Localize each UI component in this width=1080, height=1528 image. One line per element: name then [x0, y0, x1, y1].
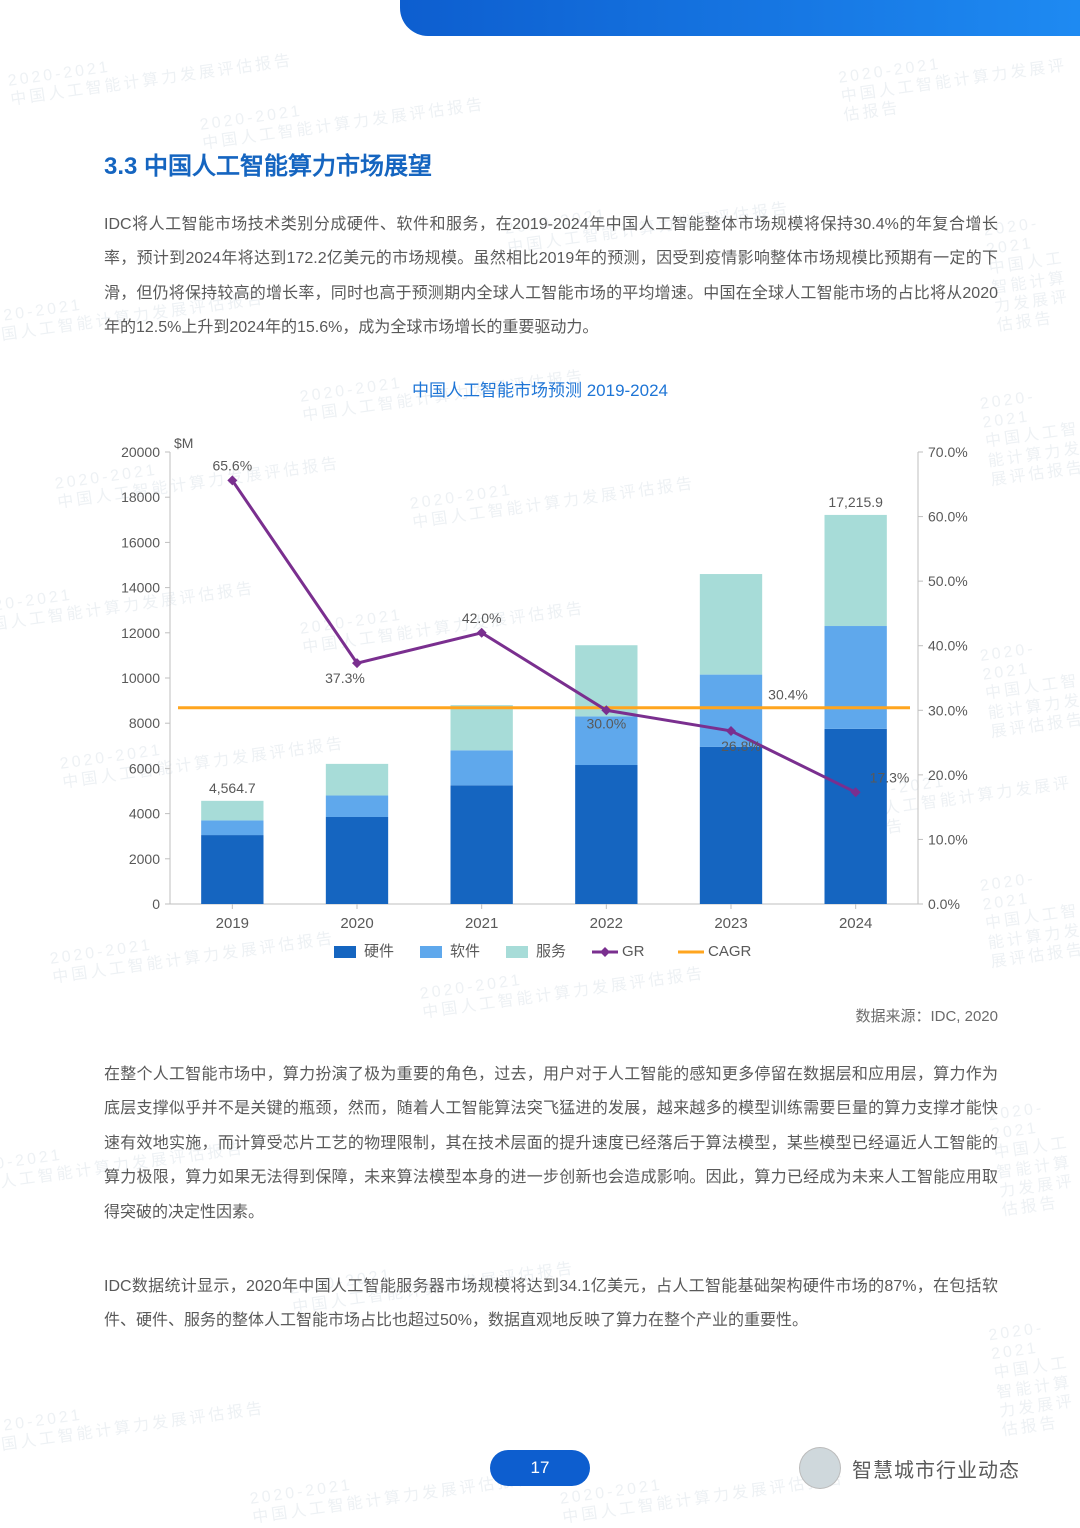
svg-text:2022: 2022	[590, 915, 623, 932]
svg-text:17.3%: 17.3%	[870, 769, 910, 785]
svg-text:26.8%: 26.8%	[721, 738, 761, 754]
svg-text:18000: 18000	[121, 489, 160, 505]
svg-text:30.4%: 30.4%	[768, 687, 808, 703]
svg-text:服务: 服务	[536, 943, 566, 960]
svg-text:70.0%: 70.0%	[928, 444, 968, 460]
svg-text:CAGR: CAGR	[708, 943, 752, 960]
chart-title: 中国人工智能市场预测 2019-2024	[0, 376, 1080, 401]
svg-text:$M: $M	[174, 435, 193, 451]
svg-text:10.0%: 10.0%	[928, 831, 968, 847]
svg-text:50.0%: 50.0%	[928, 573, 968, 589]
svg-text:0.0%: 0.0%	[928, 896, 960, 912]
paragraph-idc: IDC数据统计显示，2020年中国人工智能服务器市场规模将达到34.1亿美元，占…	[104, 1270, 998, 1339]
watermark: 2020-2021中国人工智能计算力发展评估报告	[837, 36, 1080, 126]
svg-text:2020: 2020	[340, 915, 373, 932]
svg-text:GR: GR	[622, 943, 645, 960]
svg-text:12000: 12000	[121, 625, 160, 641]
svg-text:硬件: 硬件	[364, 943, 394, 960]
svg-text:10000: 10000	[121, 670, 160, 686]
svg-text:6000: 6000	[129, 760, 160, 776]
svg-text:40.0%: 40.0%	[928, 638, 968, 654]
svg-text:14000: 14000	[121, 580, 160, 596]
paragraph-intro: IDC将人工智能市场技术类别分成硬件、软件和服务，在2019-2024年中国人工…	[104, 208, 998, 346]
footer-tag-text: 智慧城市行业动态	[852, 1454, 1020, 1483]
svg-text:软件: 软件	[450, 943, 480, 960]
svg-text:2024: 2024	[839, 915, 872, 932]
watermark: 2020-2021中国人工智能计算力发展评估报告	[0, 1380, 266, 1458]
svg-text:2021: 2021	[465, 915, 498, 932]
svg-text:4000: 4000	[129, 806, 160, 822]
svg-text:2023: 2023	[714, 915, 747, 932]
svg-text:30.0%: 30.0%	[928, 702, 968, 718]
svg-text:60.0%: 60.0%	[928, 509, 968, 525]
svg-text:65.6%: 65.6%	[212, 457, 252, 473]
watermark: 2020-2021中国人工智能计算力发展评估报告	[987, 1095, 1080, 1221]
svg-text:30.0%: 30.0%	[586, 715, 626, 731]
svg-text:8000: 8000	[129, 715, 160, 731]
top-banner	[400, 0, 1080, 36]
section-title: 3.3 中国人工智能算力市场展望	[104, 146, 432, 181]
svg-text:4,564.7: 4,564.7	[209, 780, 256, 796]
page-number: 17	[490, 1450, 590, 1486]
watermark: 2020-2021中国人工智能计算力发展评估报告	[987, 1315, 1080, 1441]
footer-avatar-icon	[800, 1448, 840, 1488]
watermark: 2020-2021中国人工智能计算力发展评估报告	[7, 32, 295, 110]
svg-text:16000: 16000	[121, 534, 160, 550]
footer-tag: 智慧城市行业动态	[800, 1448, 1020, 1488]
data-source: 数据来源：IDC, 2020	[855, 1005, 998, 1026]
svg-text:17,215.9: 17,215.9	[828, 494, 883, 510]
svg-text:2000: 2000	[129, 851, 160, 867]
svg-text:2019: 2019	[216, 915, 249, 932]
svg-text:42.0%: 42.0%	[462, 610, 502, 626]
watermark: 2020-2021中国人工智能计算力发展评估报告	[979, 634, 1080, 742]
svg-text:37.3%: 37.3%	[325, 670, 365, 686]
watermark: 2020-2021中国人工智能计算力发展评估报告	[979, 864, 1080, 972]
paragraph-compute: 在整个人工智能市场中，算力扮演了极为重要的角色，过去，用户对于人工智能的感知更多…	[104, 1058, 998, 1230]
watermark: 2020-2021中国人工智能计算力发展评估报告	[199, 76, 487, 154]
svg-text:20000: 20000	[121, 444, 160, 460]
svg-text:20.0%: 20.0%	[928, 767, 968, 783]
market-forecast-chart: $M 0 2000 4000 6000 8000 10000 12000 14000 16000 1…	[90, 430, 990, 990]
svg-text:0: 0	[152, 896, 160, 912]
